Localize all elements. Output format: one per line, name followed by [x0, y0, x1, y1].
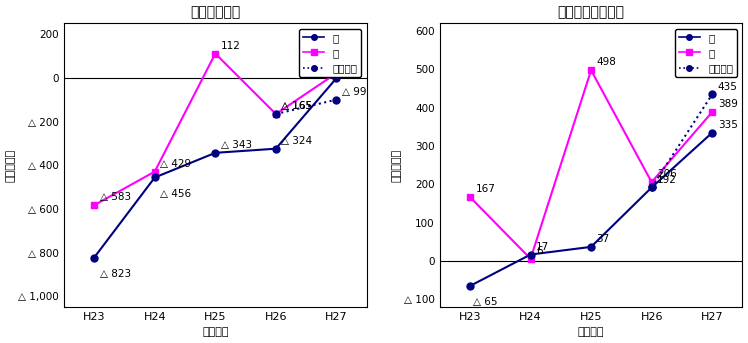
Text: △ 99: △ 99: [342, 87, 367, 97]
Text: △ 165: △ 165: [281, 101, 313, 111]
Text: △ 324: △ 324: [281, 136, 313, 146]
Y-axis label: （百万円）: （百万円）: [5, 149, 16, 182]
Legend: 新, 旧, 整形再開: 新, 旧, 整形再開: [299, 29, 361, 78]
Text: 206: 206: [657, 169, 677, 179]
Text: 498: 498: [597, 58, 616, 68]
Text: △ 456: △ 456: [160, 189, 191, 199]
Text: 112: 112: [221, 41, 241, 51]
Text: 435: 435: [718, 82, 738, 92]
Y-axis label: （百万円）: （百万円）: [391, 149, 401, 182]
Text: 335: 335: [718, 120, 738, 130]
X-axis label: （年度）: （年度）: [202, 328, 229, 338]
Text: 6: 6: [536, 246, 543, 256]
X-axis label: （年度）: （年度）: [578, 328, 604, 338]
Text: △ 823: △ 823: [99, 269, 131, 279]
Text: 192: 192: [657, 175, 677, 185]
Text: △ 429: △ 429: [160, 159, 191, 169]
Text: 37: 37: [597, 234, 610, 244]
Text: 167: 167: [476, 184, 495, 194]
Title: 資金収支の見通し: 資金収支の見通し: [557, 5, 625, 20]
Text: △ 65: △ 65: [473, 297, 497, 307]
Text: 389: 389: [718, 99, 738, 109]
Legend: 新, 旧, 整形再開: 新, 旧, 整形再開: [675, 29, 738, 78]
Text: △ 1: △ 1: [342, 66, 360, 75]
Text: △ 165: △ 165: [281, 101, 313, 111]
Text: △ 343: △ 343: [221, 140, 252, 150]
Title: 損益の見通し: 損益の見通し: [190, 5, 240, 20]
Text: 17: 17: [536, 242, 549, 252]
Text: 22: 22: [342, 60, 355, 70]
Text: △ 583: △ 583: [99, 192, 131, 202]
